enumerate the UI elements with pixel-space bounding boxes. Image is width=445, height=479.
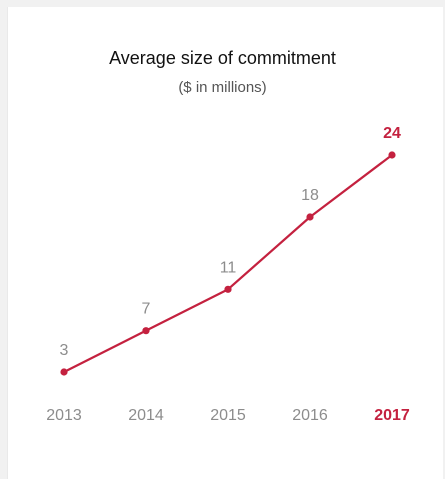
data-point-2015 [224, 285, 232, 293]
x-axis-ticks: 2013 2014 2015 2016 2017 [46, 407, 410, 424]
data-point-2014 [142, 327, 150, 335]
data-label-2014: 7 [142, 301, 151, 318]
data-labels: 3 7 11 18 24 [60, 125, 401, 359]
x-tick-label-2014: 2014 [128, 407, 164, 424]
data-label-2013: 3 [60, 342, 69, 359]
x-tick-label-2017: 2017 [374, 407, 410, 424]
x-tick-label-2016: 2016 [292, 407, 328, 424]
data-label-2017: 24 [383, 125, 401, 142]
data-points [60, 151, 396, 376]
data-point-2013 [60, 368, 68, 376]
data-label-2016: 18 [301, 187, 319, 204]
data-point-2016 [306, 213, 314, 221]
chart-subtitle: ($ in millions) [178, 79, 267, 96]
chart-card [7, 7, 443, 479]
chart-title: Average size of commitment [109, 48, 336, 68]
x-tick-label-2015: 2015 [210, 407, 246, 424]
data-label-2015: 11 [220, 259, 237, 276]
x-tick-label-2013: 2013 [46, 407, 82, 424]
data-point-2017 [388, 151, 396, 159]
